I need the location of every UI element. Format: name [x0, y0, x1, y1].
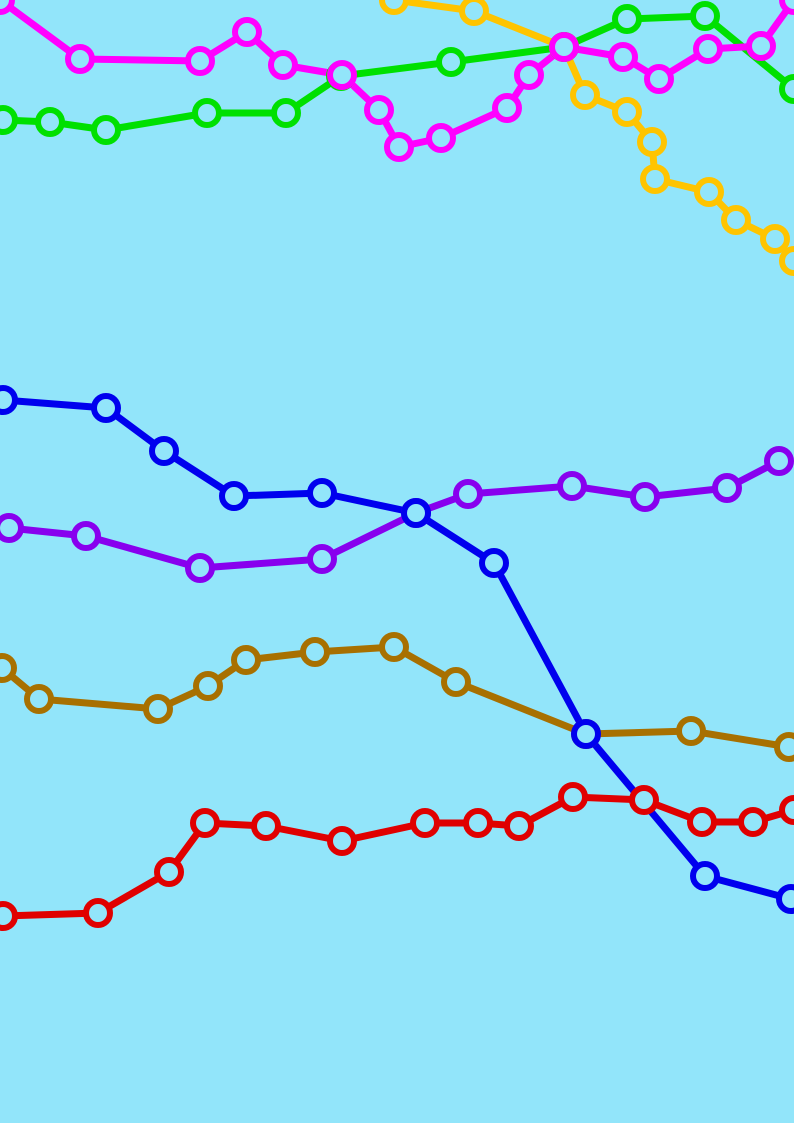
- data-point-6-9: [492, 93, 522, 123]
- data-point-1-0: [0, 653, 17, 683]
- data-point-1-9: [676, 716, 706, 746]
- data-point-5-8: [612, 4, 642, 34]
- data-point-4-8: [721, 205, 751, 235]
- data-point-6-8: [426, 123, 456, 153]
- data-point-6-14: [693, 34, 723, 64]
- data-point-5-6: [436, 47, 466, 77]
- data-point-4-3: [570, 80, 600, 110]
- data-point-2-6: [557, 471, 587, 501]
- data-point-6-12: [608, 42, 638, 72]
- data-point-3-1: [91, 393, 121, 423]
- data-point-6-7: [384, 132, 414, 162]
- data-point-2-9: [764, 446, 794, 476]
- data-point-6-11: [549, 32, 579, 62]
- data-point-3-9: [776, 884, 794, 914]
- data-point-0-7: [463, 808, 493, 838]
- data-point-0-3: [190, 808, 220, 838]
- data-point-4-0: [379, 0, 409, 15]
- data-point-0-6: [410, 808, 440, 838]
- data-point-0-0: [0, 901, 18, 931]
- data-point-3-2: [149, 436, 179, 466]
- data-point-6-15: [746, 31, 776, 61]
- data-point-3-5: [401, 498, 431, 528]
- data-point-4-6: [640, 164, 670, 194]
- data-point-5-4: [271, 98, 301, 128]
- data-point-3-8: [690, 861, 720, 891]
- data-point-3-6: [479, 548, 509, 578]
- data-point-1-6: [379, 632, 409, 662]
- data-point-4-7: [694, 177, 724, 207]
- data-point-6-1: [65, 44, 95, 74]
- series-line-2: [5, 457, 783, 572]
- data-point-2-0: [0, 513, 24, 543]
- data-point-1-4: [231, 645, 261, 675]
- data-point-6-0: [0, 0, 15, 15]
- data-point-0-4: [251, 811, 281, 841]
- data-point-3-3: [219, 481, 249, 511]
- data-point-1-10: [774, 732, 794, 762]
- data-point-4-4: [612, 97, 642, 127]
- data-point-1-3: [193, 671, 223, 701]
- data-point-2-5: [453, 479, 483, 509]
- data-point-2-2: [185, 553, 215, 583]
- data-point-4-10: [779, 246, 794, 276]
- data-point-2-1: [71, 521, 101, 551]
- data-point-5-0: [0, 105, 18, 135]
- data-point-2-7: [630, 482, 660, 512]
- data-point-0-1: [83, 898, 113, 928]
- data-point-5-9: [690, 1, 720, 31]
- data-point-4-1: [459, 0, 489, 26]
- data-point-6-6: [364, 95, 394, 125]
- data-point-0-5: [327, 826, 357, 856]
- data-point-0-8: [504, 811, 534, 841]
- data-point-4-9: [760, 224, 790, 254]
- series-markers: [0, 0, 794, 931]
- data-point-6-16: [779, 0, 794, 15]
- data-point-0-2: [154, 857, 184, 887]
- data-point-5-3: [192, 98, 222, 128]
- data-point-0-13: [779, 795, 794, 825]
- data-point-1-7: [441, 667, 471, 697]
- data-point-6-13: [644, 64, 674, 94]
- data-point-6-3: [232, 17, 262, 47]
- data-point-0-12: [738, 807, 768, 837]
- data-point-0-9: [558, 782, 588, 812]
- data-point-3-0: [0, 385, 18, 415]
- data-point-4-5: [637, 127, 667, 157]
- data-point-1-2: [143, 694, 173, 724]
- data-point-5-1: [35, 107, 65, 137]
- data-point-6-4: [268, 50, 298, 80]
- data-point-2-3: [307, 544, 337, 574]
- data-point-5-2: [91, 115, 121, 145]
- data-point-6-10: [514, 60, 544, 90]
- data-point-1-1: [24, 684, 54, 714]
- data-point-0-11: [687, 807, 717, 837]
- data-point-6-2: [185, 46, 215, 76]
- data-point-1-5: [300, 637, 330, 667]
- data-point-2-8: [712, 473, 742, 503]
- data-point-3-4: [307, 478, 337, 508]
- data-point-3-7: [571, 719, 601, 749]
- data-point-5-10: [779, 74, 794, 104]
- data-point-0-10: [629, 785, 659, 815]
- data-point-6-5: [327, 60, 357, 90]
